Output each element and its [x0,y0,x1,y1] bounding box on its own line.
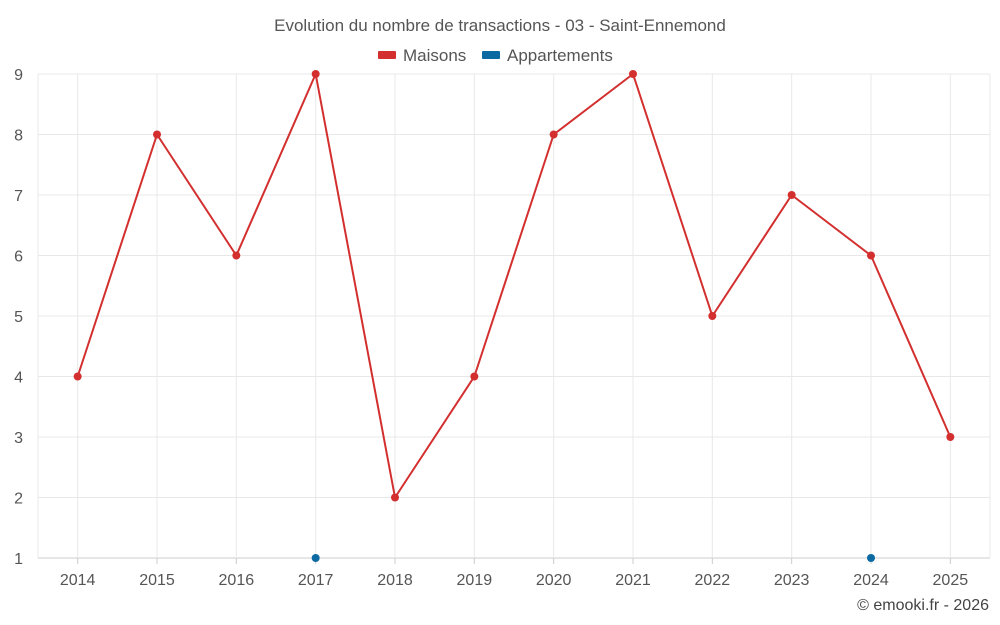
x-tick-label: 2015 [139,572,175,589]
x-tick-label: 2022 [695,572,731,589]
data-point-appartements[interactable] [867,554,875,562]
x-tick-label: 2024 [853,572,889,589]
x-tick-label: 2023 [774,572,810,589]
y-tick-label: 7 [14,188,23,205]
data-point-maisons[interactable] [391,493,399,502]
data-point-maisons[interactable] [708,312,717,320]
x-tick-label: 2014 [60,572,96,589]
x-axis: 2014 2015 2016 2017 2018 2019 2020 2021 2022 2023… [60,572,968,589]
legend-swatch-appartements [482,51,500,59]
y-tick-label: 3 [14,430,23,447]
data-point-appartements[interactable] [311,554,320,562]
data-point-maisons[interactable] [153,130,161,139]
chart-title: Evolution du nombre de transactions - 03… [274,16,726,35]
y-tick-label: 4 [14,370,23,387]
data-point-maisons[interactable] [73,372,82,381]
x-tick-label: 2021 [615,572,651,589]
y-tick-label: 6 [14,249,23,266]
y-tick-label: 1 [14,551,23,568]
legend-label-maisons[interactable]: Maisons [403,46,466,65]
series-line-maisons [76,73,952,499]
x-tick-label: 2019 [457,572,493,589]
legend: Maisons Appartements [378,46,613,65]
data-point-maisons[interactable] [787,191,796,199]
grid [37,73,991,564]
y-tick-label: 8 [14,128,23,145]
x-tick-label: 2017 [298,572,334,589]
x-tick-label: 2025 [933,572,969,589]
y-axis: 1 2 3 4 5 6 7 8 9 [14,67,23,568]
legend-swatch-maisons [378,51,396,59]
data-point-maisons[interactable] [867,251,875,260]
x-tick-label: 2018 [377,572,413,589]
data-point-maisons[interactable] [232,251,241,260]
y-tick-label: 2 [14,491,23,508]
legend-label-appartements[interactable]: Appartements [507,46,613,65]
series-group [73,70,955,562]
y-tick-label: 9 [14,67,23,84]
data-point-maisons[interactable] [470,372,479,381]
x-tick-label: 2016 [219,572,255,589]
data-point-maisons[interactable] [311,70,320,78]
x-tick-label: 2020 [536,572,572,589]
data-point-maisons[interactable] [629,70,637,78]
data-point-maisons[interactable] [549,130,558,139]
credit-text: © emooki.fr - 2026 [857,597,989,614]
y-tick-label: 5 [14,309,23,326]
data-point-maisons[interactable] [946,433,955,441]
